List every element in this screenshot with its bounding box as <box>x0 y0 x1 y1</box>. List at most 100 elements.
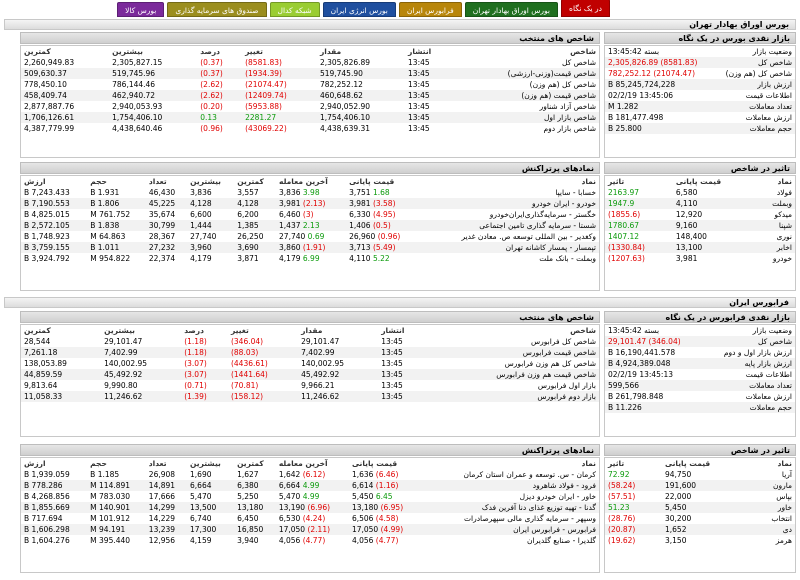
last-percent: 6.99 <box>300 254 320 263</box>
active-row[interactable]: فرود - فولاد شاهرود (1.16) 6,614 4.99 6,66… <box>21 480 599 491</box>
active-row[interactable]: وبملت - بانک ملت 5.22 4,110 6.99 4,179 3,87… <box>21 253 599 264</box>
impact-symbol[interactable]: وبملت <box>754 198 795 209</box>
active-symbol[interactable]: خاور - ایران خودرو دیزل <box>519 492 596 501</box>
impact-symbol[interactable]: فولاد <box>776 188 792 197</box>
active-close: (0.5) 1,406 <box>346 220 420 231</box>
index-name[interactable]: شاخص کل هم وزن فرابورس <box>504 359 596 368</box>
active-symbol[interactable]: خگستر - سرمایه‌گذاری‌ایران‌خودرو <box>489 210 596 219</box>
active-row[interactable]: وکغدیر - بین المللی توسعه ص. معادن غدیر (… <box>21 231 599 242</box>
index-row[interactable]: شاخص کل فرابورس 13:45 29,101.47 (346.04) (1.… <box>21 336 599 347</box>
active-row[interactable]: خاور - ایران خودرو دیزل 6.45 5,450 4.99 5,… <box>21 491 599 502</box>
impact-symbol[interactable]: مارون <box>749 480 795 491</box>
active-row[interactable]: وسپهر - سرمایه گذاری مالی سپهرصادرات (4.5… <box>21 513 599 524</box>
index-name[interactable]: شاخص آزاد شناور <box>539 102 596 111</box>
impact-row[interactable]: بپاس 22,000 (57.51) <box>605 491 795 502</box>
active-symbol[interactable]: کرمان - س. توسعه و عمران استان کرمان <box>463 470 596 479</box>
index-row[interactable]: بازار اول فرابورس 13:45 9,966.21 (70.81) (0.… <box>21 380 599 391</box>
impact-row[interactable]: انتخاب 30,200 (28.76) <box>605 513 795 524</box>
impact-symbol[interactable]: خودرو <box>772 254 792 263</box>
impact-row[interactable]: نوری 148,400 1407.12 <box>605 231 795 242</box>
tab-0[interactable]: در یک نگاه <box>561 0 610 17</box>
index-name[interactable]: شاخص قیمت(وزنی-ارزشی) <box>450 68 599 79</box>
impact-row[interactable]: آریا 94,750 72.92 <box>605 469 795 480</box>
impact-row[interactable]: دی 1,652 (20.87) <box>605 524 795 535</box>
active-symbol[interactable]: شستا - سرمایه گذاری تامین اجتماعی <box>419 220 599 231</box>
active-row[interactable]: خگستر - سرمایه‌گذاری‌ایران‌خودرو (4.95) 6… <box>21 209 599 220</box>
active-symbol[interactable]: تپمسار - پمسار کاشانه تهران <box>419 242 599 253</box>
active-symbol[interactable]: فرابورس - فرابورس ایران <box>422 524 599 535</box>
active-symbol[interactable]: گدنا - تهیه توزیع غذای دنا آفرین فدک <box>422 502 599 513</box>
index-row[interactable]: بازار دوم فرابورس 13:45 11,246.62 (158.12)(… <box>21 391 599 402</box>
impact-symbol[interactable]: بپاس <box>776 492 792 501</box>
tab-6[interactable]: بورس کالا <box>117 2 165 17</box>
impact-symbol[interactable]: هرمز <box>775 536 792 545</box>
impact-row[interactable]: شپنا 9,160 1780.67 <box>605 220 795 231</box>
impact-row[interactable]: اخابر 13,100 (1330.84) <box>605 242 795 253</box>
impact-row[interactable]: میدکو 12,920 (1855.6) <box>605 209 795 220</box>
tab-1[interactable]: بورس اوراق بهادار تهران <box>464 2 559 17</box>
impact-price: 13,100 <box>672 242 754 253</box>
impact-row[interactable]: خودرو 3,981 (1207.63) <box>605 253 795 264</box>
active-last: (6.96) 13,190 <box>275 502 349 513</box>
column-header: درصد <box>184 326 204 335</box>
index-name[interactable]: شاخص قیمت هم وزن فرابورس <box>426 369 599 380</box>
index-row[interactable]: شاخص قیمت(وزنی-ارزشی) 13:45 519,745.90 (193… <box>21 68 599 79</box>
impact-symbol[interactable]: میدکو <box>774 210 792 219</box>
impact-symbol[interactable]: خاور <box>749 502 795 513</box>
active-row[interactable]: کرمان - س. توسعه و عمران استان کرمان (6.4… <box>21 469 599 480</box>
index-row[interactable]: شاخص قیمت (هم وزن) 13:45 460,648.62 (12409.… <box>21 90 599 101</box>
tab-5[interactable]: صندوق های سرمایه گذاری <box>167 2 267 17</box>
index-name[interactable]: بازار اول فرابورس <box>537 381 596 390</box>
active-symbol[interactable]: گلدیرا - صنایع گلدیران <box>527 536 596 545</box>
impact-row[interactable]: خاور 5,450 51.23 <box>605 502 795 513</box>
index-name[interactable]: شاخص قیمت فرابورس <box>426 347 599 358</box>
impact-symbol[interactable]: اخابر <box>754 242 795 253</box>
column-header: ارزش <box>24 177 46 186</box>
active-symbol[interactable]: خودرو - ایران خودرو <box>419 198 599 209</box>
impact-row[interactable]: مارون 191,600 (58.24) <box>605 480 795 491</box>
index-time: 13:45 <box>381 381 403 390</box>
index-name[interactable]: شاخص کل (هم وزن) <box>529 80 596 89</box>
impact-row[interactable]: فولاد 6,580 2163.97 <box>605 187 795 198</box>
index-row[interactable]: شاخص قیمت فرابورس 13:45 7,402.99 (88.03) (1.… <box>21 347 599 358</box>
tab-2[interactable]: فرابورس ایران <box>398 2 462 17</box>
impact-symbol[interactable]: انتخاب <box>771 514 792 523</box>
index-row[interactable]: شاخص کل هم وزن فرابورس 13:45 140,002.95 (44… <box>21 358 599 369</box>
impact-row[interactable]: هرمز 3,150 (19.62) <box>605 535 795 546</box>
index-change: (70.81) <box>230 381 259 390</box>
index-name[interactable]: شاخص کل <box>561 58 596 67</box>
index-row[interactable]: شاخص آزاد شناور 13:45 2,940,052.90 (5953.88… <box>21 101 599 112</box>
last-percent: 0.69 <box>305 232 325 241</box>
active-row[interactable]: شستا - سرمایه گذاری تامین اجتماعی (0.5) 1… <box>21 220 599 231</box>
active-symbol[interactable]: وبملت - بانک ملت <box>539 254 596 263</box>
impact-symbol[interactable]: نوری <box>776 232 792 241</box>
overview-value: 16,190,441.578 B <box>608 348 676 357</box>
active-row[interactable]: تپمسار - پمسار کاشانه تهران (5.49) 3,713(… <box>21 242 599 253</box>
active-row[interactable]: خسابا - سایپا 1.68 3,751 3.98 3,836 3,557 3,… <box>21 187 599 198</box>
index-row[interactable]: شاخص کل (هم وزن) 13:45 782,252.12 (21074.47… <box>21 79 599 90</box>
last-price: 1,642 <box>278 470 301 479</box>
index-row[interactable]: شاخص بازار دوم 13:45 4,438,639.31 (43069.22… <box>21 123 599 134</box>
active-symbol[interactable]: وسپهر - سرمایه گذاری مالی سپهرصادرات <box>463 514 596 523</box>
index-name[interactable]: شاخص بازار دوم <box>543 124 596 133</box>
active-symbol[interactable]: فرود - فولاد شاهرود <box>422 480 599 491</box>
index-row[interactable]: شاخص بازار اول 13:45 1,754,406.10 2281.27 0.… <box>21 112 599 123</box>
active-symbol[interactable]: خسابا - سایپا <box>555 188 596 197</box>
impact-symbol[interactable]: دی <box>749 524 795 535</box>
index-row[interactable]: شاخص قیمت هم وزن فرابورس 13:45 45,492.92 (1… <box>21 369 599 380</box>
index-name[interactable]: شاخص قیمت (هم وزن) <box>450 90 599 101</box>
index-name[interactable]: بازار دوم فرابورس <box>426 391 599 402</box>
active-row[interactable]: گدنا - تهیه توزیع غذای دنا آفرین فدک (6.9… <box>21 502 599 513</box>
active-row[interactable]: فرابورس - فرابورس ایران (4.99) 17,050 (2.1… <box>21 524 599 535</box>
impact-symbol[interactable]: آریا <box>781 470 792 479</box>
tab-3[interactable]: بورس انرژی ایران <box>322 2 396 17</box>
active-symbol[interactable]: وکغدیر - بین المللی توسعه ص. معادن غدیر <box>461 232 596 241</box>
index-name[interactable]: شاخص بازار اول <box>450 112 599 123</box>
active-row[interactable]: خودرو - ایران خودرو (3.58) 3,981 (2.13) 3,… <box>21 198 599 209</box>
index-name[interactable]: شاخص کل فرابورس <box>531 337 596 346</box>
tab-4[interactable]: شبکه کدال <box>269 2 320 17</box>
active-row[interactable]: گلدیرا - صنایع گلدیران (4.77) 4,056 (4.77)… <box>21 535 599 546</box>
impact-row[interactable]: وبملت 4,110 1947.9 <box>605 198 795 209</box>
index-row[interactable]: شاخص کل 13:45 2,305,826.89 (8581.83) (0.37) 2… <box>21 57 599 68</box>
impact-symbol[interactable]: شپنا <box>754 220 795 231</box>
